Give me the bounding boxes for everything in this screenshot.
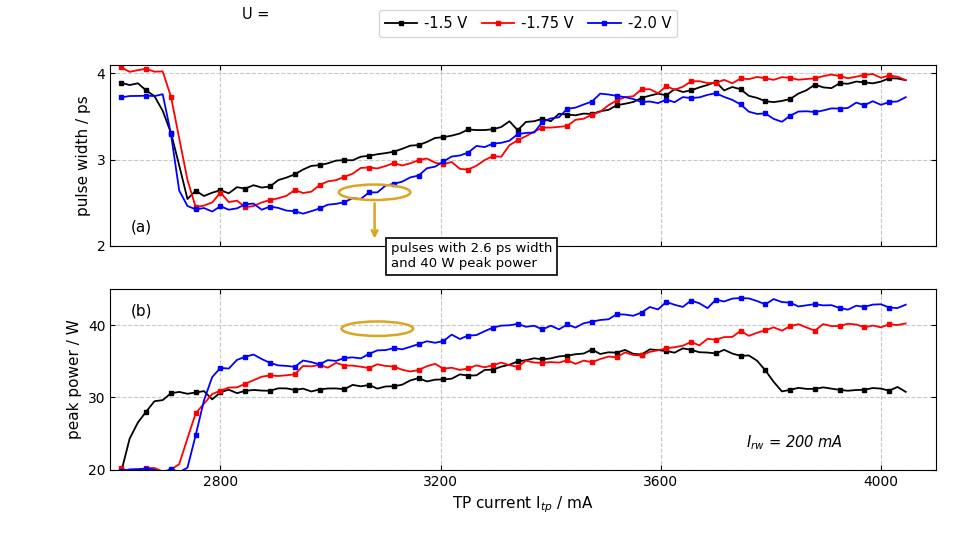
Y-axis label: peak power / W: peak power / W xyxy=(67,320,83,439)
Text: U =: U = xyxy=(242,7,274,22)
Text: (a): (a) xyxy=(131,220,153,235)
Y-axis label: pulse width / ps: pulse width / ps xyxy=(76,95,91,215)
Legend: -1.5 V, -1.75 V, -2.0 V: -1.5 V, -1.75 V, -2.0 V xyxy=(379,10,677,37)
Text: I$_{rw}$ = 200 mA: I$_{rw}$ = 200 mA xyxy=(746,433,843,451)
Text: pulses with 2.6 ps width
and 40 W peak power: pulses with 2.6 ps width and 40 W peak p… xyxy=(391,242,552,270)
Text: (b): (b) xyxy=(131,303,153,319)
X-axis label: TP current I$_{tp}$ / mA: TP current I$_{tp}$ / mA xyxy=(452,494,594,515)
